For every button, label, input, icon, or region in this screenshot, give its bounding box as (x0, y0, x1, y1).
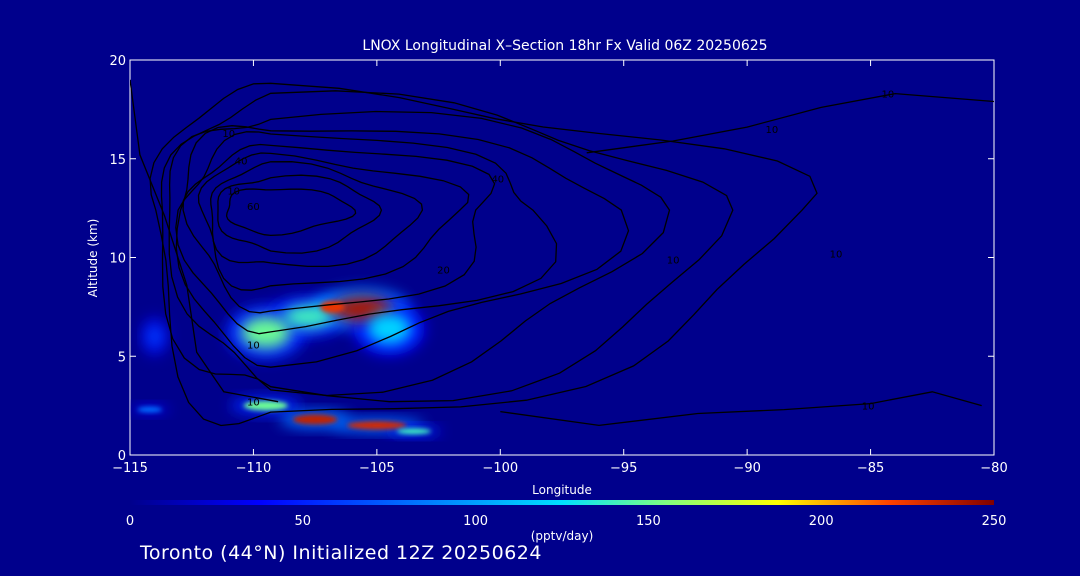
contour-line (197, 152, 470, 291)
y-axis-label: Altitude (km) (86, 219, 100, 298)
colorbar-tick-label: 250 (982, 514, 1007, 529)
contour-line (225, 188, 357, 237)
contour-label: 10 (881, 90, 894, 101)
contour-label: 40 (491, 175, 504, 186)
y-tick-label: 10 (109, 252, 126, 267)
heat-blob (146, 324, 164, 349)
x-tick-label: −80 (980, 461, 1007, 476)
colorbar (130, 500, 994, 505)
contour-label: 10 (247, 340, 260, 351)
contour-line (210, 161, 424, 268)
contour-label-layer: 10 40 10 60 40 20 10 10 10 10 10 10 10 (222, 90, 894, 413)
colorbar-label: (pptv/day) (531, 529, 594, 543)
contour-label: 10 (765, 125, 778, 136)
contour-label: 10 (247, 398, 260, 409)
station-info: Toronto (44°N) Initialized 12Z 20250624 (140, 542, 542, 564)
axis-layer: −115 −110 −105 −100 −95 −90 −85 −80 0 5 10 15 20 (109, 54, 1007, 476)
x-tick-label: −95 (610, 461, 637, 476)
x-tick-label: −115 (112, 461, 148, 476)
heat-blob (366, 312, 412, 345)
colorbar-tick-label: 0 (126, 514, 134, 529)
contour-line (217, 174, 383, 254)
contour-line (149, 82, 818, 427)
contour-label: 10 (667, 255, 680, 266)
x-tick-label: −105 (359, 461, 395, 476)
lnox-heatmap-layer (130, 288, 442, 437)
x-axis-label: Longitude (532, 483, 592, 497)
plot-area (129, 59, 995, 456)
x-tick-label: −85 (857, 461, 884, 476)
x-tick-label: −90 (733, 461, 760, 476)
contour-line (130, 79, 279, 403)
y-tick-label: 5 (118, 350, 126, 365)
heat-blob (243, 400, 288, 411)
contour-label: 10 (862, 402, 875, 413)
y-tick-label: 20 (109, 54, 126, 69)
contour-line (175, 131, 558, 335)
x-tick-label: −100 (482, 461, 518, 476)
contour-layer (130, 79, 994, 427)
heat-blob (292, 414, 338, 425)
contour-label: 10 (222, 129, 235, 140)
heat-blob (137, 406, 163, 413)
colorbar-tick-label: 200 (809, 514, 834, 529)
chart-title: LNOX Longitudinal X–Section 18hr Fx Vali… (362, 38, 767, 54)
contour-label: 20 (437, 265, 450, 276)
contour-line (175, 125, 630, 368)
colorbar-tick-label: 50 (295, 514, 312, 529)
y-tick-label: 0 (118, 449, 126, 464)
colorbar-tick-label: 100 (463, 514, 488, 529)
heat-blob (283, 304, 333, 329)
contour-label: 60 (247, 202, 260, 213)
x-tick-label: −110 (236, 461, 272, 476)
contour-label: 40 (235, 157, 248, 168)
colorbar-ticks: 0 50 100 150 200 250 (126, 514, 1007, 529)
y-tick-label: 15 (109, 153, 126, 168)
contour-label: 10 (227, 186, 240, 197)
contour-line (586, 92, 994, 154)
heat-blob (347, 421, 407, 430)
colorbar-tick-label: 150 (636, 514, 661, 529)
contour-line (500, 391, 982, 427)
heat-blob (320, 300, 345, 313)
contour-label: 10 (830, 250, 843, 261)
heat-blob (396, 428, 432, 435)
contour-line (168, 110, 671, 397)
contour-line (182, 143, 496, 314)
